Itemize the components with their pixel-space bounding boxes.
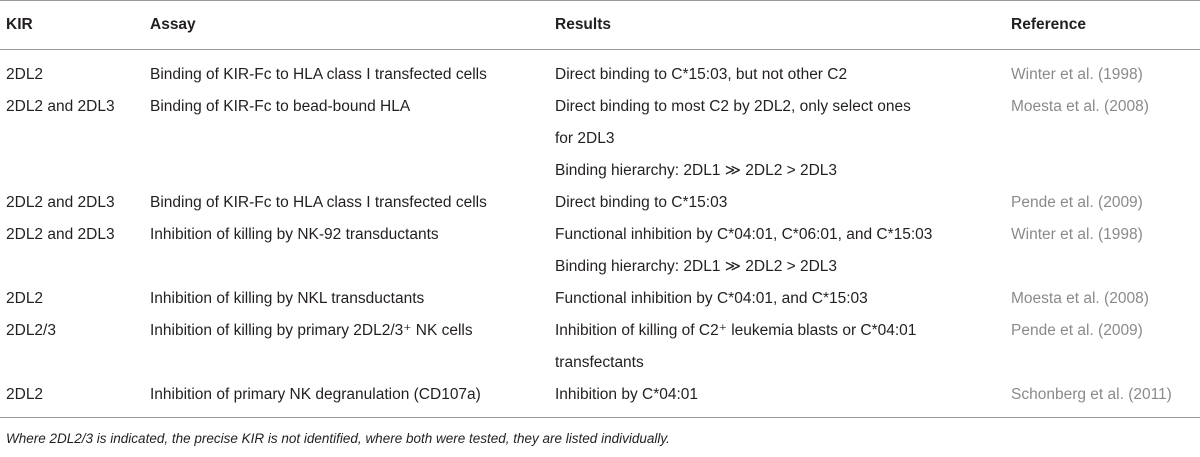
cell-kir: 2DL2 (0, 379, 150, 418)
cell-results: Inhibition of killing of C2⁺ leukemia bl… (555, 315, 1011, 379)
table-row: 2DL2/3 Inhibition of killing by primary … (0, 315, 1200, 379)
header-assay: Assay (150, 0, 555, 50)
cell-reference: Moesta et al. (2008) (1011, 98, 1149, 115)
result-line: Functional inhibition by C*04:01, and C*… (555, 290, 868, 307)
result-line: Direct binding to most C2 by 2DL2, only … (555, 98, 911, 115)
cell-assay: Inhibition of killing by NKL transductan… (150, 290, 425, 307)
result-line: Direct binding to C*15:03 (555, 194, 728, 211)
table-row: 2DL2 Inhibition of primary NK degranulat… (0, 379, 1200, 418)
header-results: Results (555, 0, 1011, 50)
cell-reference: Schonberg et al. (2011) (1011, 379, 1200, 418)
table-row: 2DL2 Inhibition of killing by NKL transd… (0, 283, 1200, 315)
table-footnote: Where 2DL2/3 is indicated, the precise K… (6, 431, 670, 446)
result-line: for 2DL3 (555, 130, 615, 147)
header-kir: KIR (0, 0, 150, 50)
cell-assay: Binding of KIR-Fc to HLA class I transfe… (150, 66, 487, 83)
cell-assay: Inhibition of killing by primary 2DL2/3⁺… (150, 322, 473, 339)
result-line: Binding hierarchy: 2DL1 ≫ 2DL2 > 2DL3 (555, 258, 838, 275)
cell-reference: Pende et al. (2009) (1011, 194, 1143, 211)
result-line: Binding hierarchy: 2DL1 ≫ 2DL2 > 2DL3 (555, 162, 838, 179)
cell-results: Functional inhibition by C*04:01, and C*… (555, 283, 1011, 315)
table-header: KIR Assay Results Reference (0, 0, 1200, 50)
result-line: transfectants (555, 354, 644, 371)
cell-kir: 2DL2 and 2DL3 (6, 226, 115, 243)
result-line: Inhibition of killing of C2⁺ leukemia bl… (555, 322, 917, 339)
header-reference: Reference (1011, 0, 1200, 50)
cell-kir: 2DL2 (6, 290, 44, 307)
kir-table: KIR Assay Results Reference 2DL2 Binding… (0, 0, 1200, 418)
table-row: 2DL2 Binding of KIR-Fc to HLA class I tr… (0, 50, 1200, 92)
cell-assay: Binding of KIR-Fc to HLA class I transfe… (150, 194, 487, 211)
table-body: 2DL2 Binding of KIR-Fc to HLA class I tr… (0, 50, 1200, 418)
cell-assay: Inhibition of killing by NK-92 transduct… (150, 226, 439, 243)
cell-results: Direct binding to most C2 by 2DL2, only … (555, 91, 1011, 187)
cell-kir: 2DL2 and 2DL3 (6, 98, 115, 115)
cell-results: Direct binding to C*15:03, but not other… (555, 50, 1011, 92)
cell-results: Inhibition by C*04:01 (555, 379, 1011, 418)
cell-reference: Winter et al. (1998) (1011, 226, 1143, 243)
table-row: 2DL2 and 2DL3 Binding of KIR-Fc to HLA c… (0, 187, 1200, 219)
cell-results: Direct binding to C*15:03 (555, 187, 1011, 219)
result-line: Functional inhibition by C*04:01, C*06:0… (555, 226, 933, 243)
result-line: Direct binding to C*15:03, but not other… (555, 66, 848, 83)
cell-results: Functional inhibition by C*04:01, C*06:0… (555, 219, 1011, 283)
cell-kir: 2DL2 and 2DL3 (6, 194, 115, 211)
cell-kir: 2DL2 (6, 66, 44, 83)
cell-assay: Binding of KIR-Fc to bead-bound HLA (150, 98, 411, 115)
cell-reference: Pende et al. (2009) (1011, 322, 1143, 339)
table-row: 2DL2 and 2DL3 Binding of KIR-Fc to bead-… (0, 91, 1200, 187)
cell-reference: Winter et al. (1998) (1011, 66, 1143, 83)
cell-kir: 2DL2/3 (6, 322, 56, 339)
header-row: KIR Assay Results Reference (0, 0, 1200, 50)
cell-reference: Moesta et al. (2008) (1011, 290, 1149, 307)
cell-assay: Inhibition of primary NK degranulation (… (150, 379, 555, 418)
result-line: Inhibition by C*04:01 (555, 386, 699, 403)
table-row: 2DL2 and 2DL3 Inhibition of killing by N… (0, 219, 1200, 283)
